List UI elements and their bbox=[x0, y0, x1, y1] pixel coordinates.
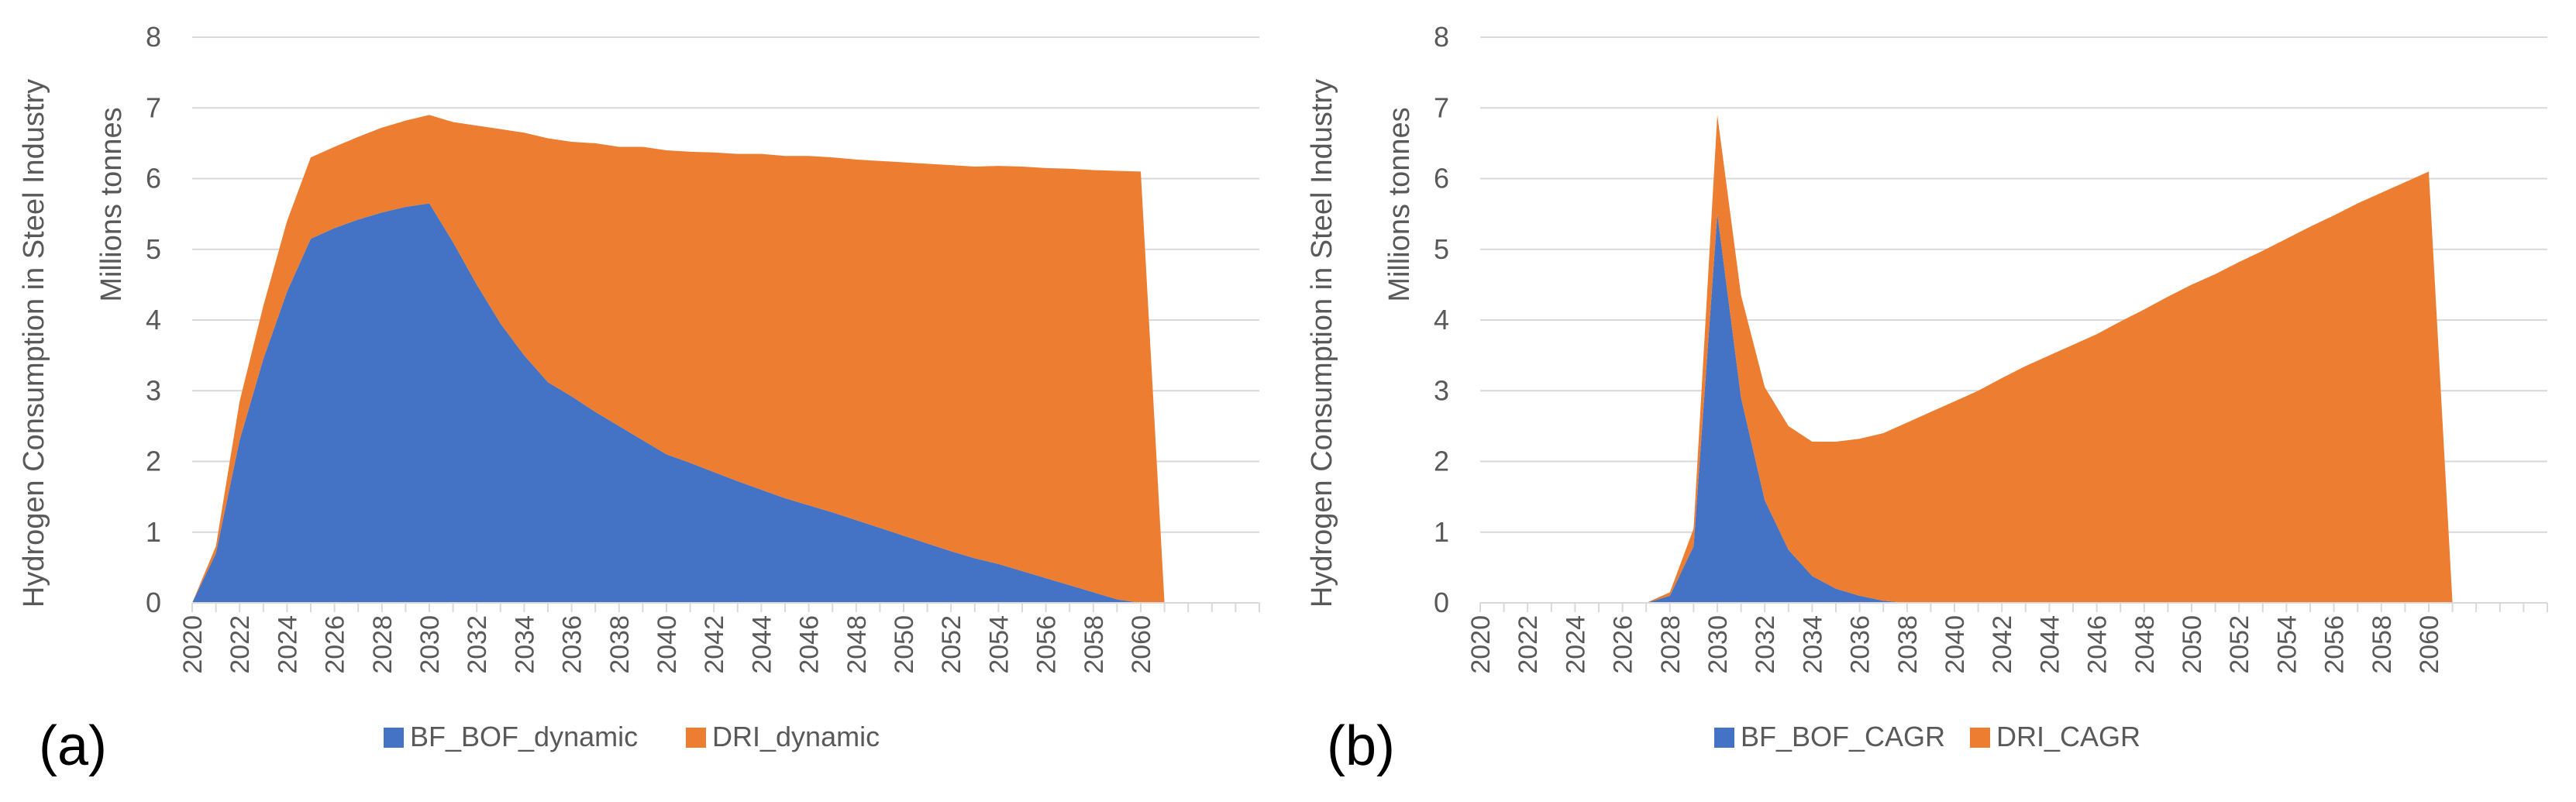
x-tick-label: 2020 bbox=[1466, 615, 1496, 674]
x-tick-label: 2024 bbox=[1561, 615, 1590, 674]
x-tick-label: 2020 bbox=[178, 615, 208, 674]
x-tick-label: 2030 bbox=[1703, 615, 1733, 674]
x-tick-label: 2044 bbox=[747, 615, 777, 674]
x-tick-label: 2040 bbox=[653, 615, 682, 674]
legend-swatch bbox=[1970, 728, 1990, 748]
area-series-bf-bof-cagr bbox=[1480, 214, 2547, 603]
y-axis-title-inner: Millions tonnes bbox=[1383, 107, 1416, 301]
x-tick-label: 2056 bbox=[1032, 615, 1062, 674]
x-tick-label: 2058 bbox=[2368, 615, 2397, 674]
x-tick-label: 2032 bbox=[1751, 615, 1780, 674]
x-tick-label: 2050 bbox=[2178, 615, 2207, 674]
x-tick-label: 2030 bbox=[415, 615, 445, 674]
chart-panel-b: 0 1 2 3 4 5 6 7 8 2020 2022 2024 2026 2028 2030 2032 203… bbox=[1288, 0, 2576, 798]
y-tick-label: 0 bbox=[1434, 587, 1449, 618]
y-tick-label: 8 bbox=[1434, 21, 1449, 53]
area-series-dri-dynamic bbox=[192, 115, 1259, 603]
x-tick-label: 2054 bbox=[2272, 615, 2302, 674]
y-tick-label: 3 bbox=[1434, 374, 1449, 406]
x-tick-label: 2046 bbox=[2083, 615, 2113, 674]
x-tick-label: 2026 bbox=[321, 615, 350, 674]
y-tick-label: 1 bbox=[146, 516, 161, 548]
y-axis-title-outer: Hydrogen Consumption in Steel Industry bbox=[1306, 79, 1338, 608]
chart-b: 0 1 2 3 4 5 6 7 8 2020 2022 2024 2026 2028 2030 2032 203… bbox=[1306, 21, 2548, 752]
area-series-bf-bof-dynamic bbox=[192, 203, 1259, 603]
x-tick-label: 2052 bbox=[2225, 615, 2254, 674]
x-tick-label: 2026 bbox=[1609, 615, 1638, 674]
y-axis-title-outer: Hydrogen Consumption in Steel Industry bbox=[18, 79, 50, 608]
panel-label-a: (a) bbox=[39, 715, 107, 777]
x-tick-label: 2056 bbox=[2320, 615, 2350, 674]
x-tick-label: 2060 bbox=[1127, 615, 1156, 674]
chart-panel-a: 0 1 2 3 4 5 6 7 8 2020 2022 2024 2026 2028 2030 2032 203… bbox=[0, 0, 1288, 798]
x-tick-label: 2034 bbox=[1798, 615, 1827, 674]
legend-label: BF_BOF_CAGR bbox=[1741, 721, 1945, 752]
x-tick-label: 2038 bbox=[605, 615, 635, 674]
x-tick-label: 2050 bbox=[890, 615, 919, 674]
y-tick-label: 2 bbox=[146, 446, 161, 477]
y-tick-label: 8 bbox=[146, 21, 161, 53]
y-tick-label: 5 bbox=[146, 233, 161, 265]
y-tick-label: 0 bbox=[146, 587, 161, 618]
x-tick-label: 2032 bbox=[463, 615, 492, 674]
y-tick-label: 6 bbox=[1434, 163, 1449, 194]
y-tick-label: 4 bbox=[1434, 304, 1449, 336]
legend-swatch bbox=[686, 728, 706, 748]
y-tick-label: 7 bbox=[1434, 91, 1449, 123]
x-tick-label: 2022 bbox=[1514, 615, 1543, 674]
x-tick-label: 2046 bbox=[795, 615, 825, 674]
y-tick-label: 5 bbox=[1434, 233, 1449, 265]
chart-a: 0 1 2 3 4 5 6 7 8 2020 2022 2024 2026 2028 2030 2032 203… bbox=[18, 21, 1260, 752]
legend-label: DRI_dynamic bbox=[712, 721, 880, 752]
y-tick-label: 4 bbox=[146, 304, 161, 336]
area-series-dri-cagr bbox=[1480, 115, 2547, 603]
x-tick-label: 2036 bbox=[1846, 615, 1875, 674]
x-tick-label: 2040 bbox=[1941, 615, 1970, 674]
legend-swatch bbox=[384, 728, 404, 748]
y-tick-label: 6 bbox=[146, 163, 161, 194]
x-tick-label: 2054 bbox=[984, 615, 1014, 674]
x-tick-label: 2042 bbox=[1988, 615, 2017, 674]
x-tick-label: 2060 bbox=[2415, 615, 2444, 674]
x-tick-label: 2028 bbox=[1656, 615, 1686, 674]
x-tick-label: 2038 bbox=[1893, 615, 1923, 674]
x-tick-label: 2044 bbox=[2035, 615, 2065, 674]
legend-label: BF_BOF_dynamic bbox=[410, 721, 638, 752]
x-tick-label: 2058 bbox=[1080, 615, 1109, 674]
y-tick-label: 7 bbox=[146, 91, 161, 123]
x-tick-label: 2024 bbox=[273, 615, 302, 674]
x-tick-label: 2028 bbox=[368, 615, 398, 674]
y-axis-title-inner: Millions tonnes bbox=[95, 107, 128, 301]
panel-label-b: (b) bbox=[1327, 715, 1395, 777]
y-tick-label: 2 bbox=[1434, 446, 1449, 477]
x-tick-label: 2048 bbox=[2130, 615, 2160, 674]
x-tick-label: 2048 bbox=[842, 615, 872, 674]
x-tick-label: 2034 bbox=[510, 615, 539, 674]
x-tick-label: 2042 bbox=[700, 615, 729, 674]
x-tick-label: 2052 bbox=[937, 615, 966, 674]
y-tick-label: 1 bbox=[1434, 516, 1449, 548]
x-tick-label: 2022 bbox=[226, 615, 255, 674]
x-tick-label: 2036 bbox=[558, 615, 587, 674]
legend-swatch bbox=[1714, 728, 1734, 748]
legend-label: DRI_CAGR bbox=[1996, 721, 2140, 752]
y-tick-label: 3 bbox=[146, 374, 161, 406]
